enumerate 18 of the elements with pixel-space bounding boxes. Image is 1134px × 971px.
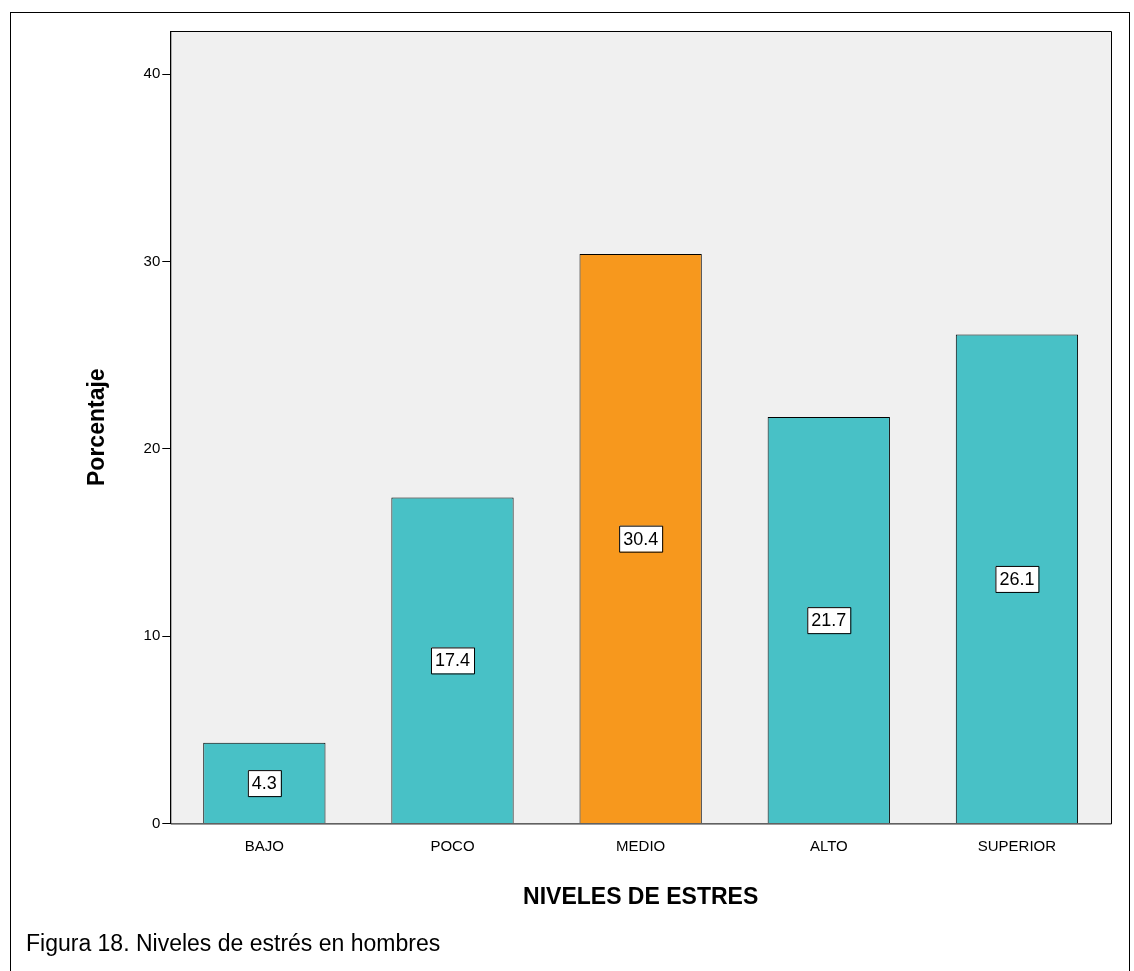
data-label: 4.3: [251, 773, 277, 794]
x-axis-title: NIVELES DE ESTRES: [523, 882, 759, 909]
data-label: 26.1: [999, 568, 1035, 589]
data-label: 21.7: [811, 610, 847, 631]
y-tick-label: 20: [143, 438, 161, 456]
y-tick-label: 10: [143, 626, 161, 644]
data-label: 17.4: [434, 650, 471, 671]
x-tick-label: MEDIO: [616, 836, 666, 854]
x-tick-label: BAJO: [244, 836, 284, 854]
x-tick-label: ALTO: [809, 836, 848, 854]
data-label: 30.4: [623, 528, 659, 549]
y-tick-label: 30: [143, 251, 161, 269]
x-tick-label: POCO: [430, 836, 475, 854]
y-axis-title: Porcentaje: [83, 368, 110, 486]
y-tick-label: 0: [151, 813, 161, 831]
text: Figura 18. Niveles de estrés en hombres: [26, 930, 441, 957]
x-tick-label: SUPERIOR: [977, 836, 1057, 854]
y-tick-label: 40: [143, 64, 161, 82]
